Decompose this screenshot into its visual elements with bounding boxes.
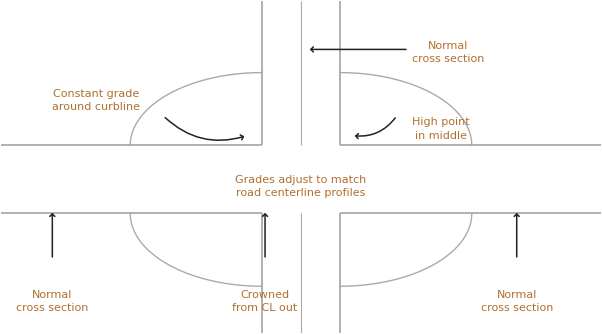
Text: Normal
cross section: Normal cross section	[412, 41, 484, 64]
Text: Constant grade
around curbline: Constant grade around curbline	[52, 89, 140, 112]
Text: Normal
cross section: Normal cross section	[480, 290, 553, 313]
Text: Grades adjust to match
road centerline profiles: Grades adjust to match road centerline p…	[235, 175, 367, 198]
Text: Crowned
from CL out: Crowned from CL out	[232, 290, 297, 313]
Text: High point
in middle: High point in middle	[412, 117, 470, 141]
Text: Normal
cross section: Normal cross section	[16, 290, 88, 313]
